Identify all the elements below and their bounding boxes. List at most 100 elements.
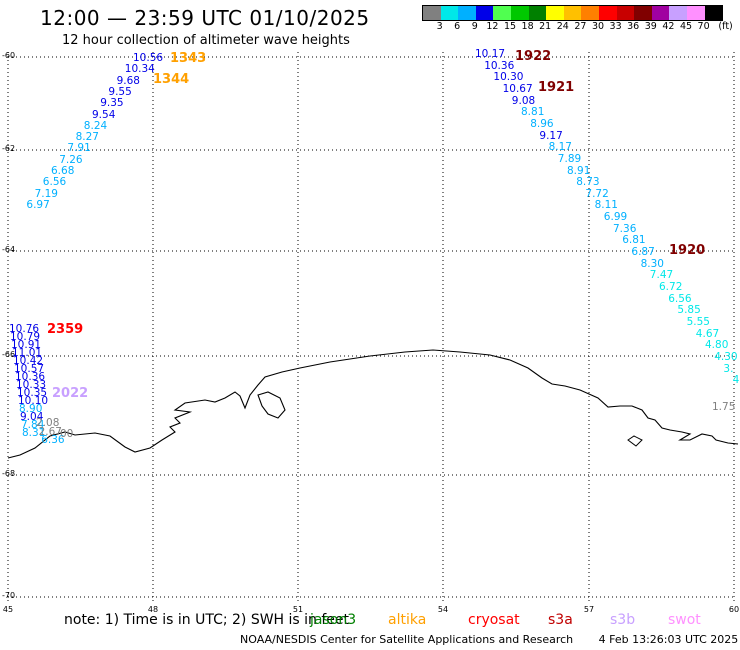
footer-timestamp: 4 Feb 13:26:03 UTC 2025 — [598, 633, 739, 646]
colorbar-swatch — [440, 6, 459, 20]
map-subtitle: 12 hour collection of altimeter wave hei… — [62, 33, 350, 48]
colorbar-label: 21 — [539, 21, 552, 32]
wave-height-value: 6.56 — [668, 292, 692, 305]
colorbar-label: 39 — [644, 21, 657, 32]
colorbar-swatch — [686, 6, 705, 20]
pass-time-label: 2022 — [52, 386, 89, 401]
colorbar-swatch — [458, 6, 476, 20]
colorbar-swatch — [563, 6, 582, 20]
colorbar-swatch — [634, 6, 652, 20]
longitude-label: 54 — [437, 605, 449, 614]
footer-credit: NOAA/NESDIS Center for Satellite Applica… — [240, 633, 574, 646]
colorbar-swatch — [704, 6, 723, 20]
pass-time-label: 1920 — [669, 243, 706, 258]
wave-height-value: 9.54 — [92, 108, 116, 121]
wave-height-value: 10.36 — [15, 371, 46, 383]
wave-height-value: 8.90 — [19, 403, 43, 415]
wave-height-value: 8.11 — [594, 199, 618, 212]
wave-height-value: 10.33 — [16, 379, 47, 391]
colorbar-label: 15 — [503, 21, 517, 32]
wave-height-value: 8.27 — [75, 131, 99, 144]
colorbar-label: 3 — [436, 21, 443, 32]
wave-height-value: 9.17 — [539, 129, 563, 142]
wave-height-value: 10.36 — [484, 59, 515, 72]
pass-time-label: 1921 — [538, 80, 575, 95]
map-title: 12:00 — 23:59 UTC 01/10/2025 — [40, 6, 370, 30]
colorbar-swatch — [651, 6, 670, 20]
wave-height-value: 6.72 — [659, 281, 683, 293]
wave-height-value: 10.76 — [9, 323, 40, 335]
latitude-label: -68 — [2, 469, 16, 478]
colorbar-label: 18 — [521, 21, 534, 32]
wave-height-value: 10.10 — [18, 395, 49, 407]
colorbar-label: 27 — [574, 21, 587, 32]
wave-height-value: 10.34 — [124, 63, 155, 76]
wave-height-value: 8.91 — [567, 164, 591, 177]
wave-height-value: 9.68 — [116, 74, 140, 87]
colorbar-label: 6 — [454, 21, 461, 32]
wave-height-value: 10.42 — [13, 355, 44, 367]
wave-height-value: 11.01 — [12, 347, 43, 359]
colorbar-label: (ft) — [718, 21, 733, 32]
mission-legend-item: s3a — [548, 612, 573, 628]
mission-legend-item: cryosat — [468, 612, 520, 628]
wave-height-value: 9.55 — [108, 85, 132, 98]
mission-legend-item: jason3 — [310, 612, 357, 628]
wave-height-value: 10.56 — [133, 52, 164, 64]
latitude-label: -62 — [2, 144, 16, 153]
wave-height-value: 9.08 — [511, 94, 536, 107]
wave-height-value: 8.96 — [530, 117, 554, 130]
colorbar-swatch — [598, 6, 617, 20]
colorbar-swatch — [423, 6, 441, 20]
wave-height-value: 7.91 — [67, 142, 91, 155]
wave-height-value: 7.36 — [613, 222, 637, 235]
colorbar-swatch — [546, 6, 564, 20]
coastline-ice-edge — [627, 435, 643, 447]
wave-height-value: 10.67 — [502, 82, 533, 95]
wave-height-value: 8.81 — [521, 106, 545, 119]
wave-height-value: 10.79 — [10, 331, 41, 343]
latitude-label: -64 — [2, 245, 16, 254]
note-text: note: 1) Time is in UTC; 2) SWH is in fe… — [64, 612, 350, 628]
mission-legend-item: altika — [388, 612, 427, 628]
colorbar — [422, 5, 724, 21]
longitude-label: 51 — [292, 605, 304, 614]
colorbar-label: 33 — [609, 21, 622, 32]
colorbar-swatch — [510, 6, 529, 20]
wave-height-value: 10.57 — [14, 363, 45, 375]
longitude-label: 48 — [147, 605, 159, 614]
pass-time-label: 00 — [60, 428, 74, 440]
wave-height-value: 7.72 — [585, 187, 609, 200]
wave-height-value: 4.80 — [705, 339, 729, 352]
longitude-label: 57 — [583, 605, 595, 614]
wave-height-value: 5.85 — [677, 304, 701, 317]
coastline — [7, 349, 739, 459]
colorbar-label: 12 — [486, 21, 499, 32]
wave-height-value: 4.67 — [695, 327, 720, 340]
pass-time-label: 1922 — [515, 49, 552, 64]
colorbar-swatch — [528, 6, 547, 20]
longitude-label: 45 — [2, 605, 14, 614]
wave-height-value: 6.36 — [41, 434, 65, 446]
wave-height-value: 7.26 — [59, 153, 83, 166]
wave-height-value: 6.56 — [42, 176, 67, 189]
wave-height-value: 1.75 — [712, 401, 736, 413]
wave-height-value: 3. — [723, 362, 734, 375]
pass-time-label: 1344 — [153, 72, 190, 87]
wave-height-value: 7.19 — [34, 187, 58, 200]
pass-time-label: 1343 — [170, 51, 207, 66]
latitude-label: -66 — [2, 350, 16, 359]
wave-height-value: 8.31 — [22, 427, 46, 439]
wave-height-value: 7.47 — [649, 269, 674, 282]
wave-height-value: 8.73 — [576, 176, 600, 189]
colorbar-swatch — [616, 6, 635, 20]
colorbar-label: 42 — [662, 21, 675, 32]
colorbar-swatch — [581, 6, 599, 20]
wave-height-value: 5.55 — [686, 315, 710, 328]
wave-height-value: 10.91 — [11, 339, 42, 351]
wave-height-value: 7.89 — [557, 152, 582, 165]
wave-height-value: 10.35 — [17, 387, 48, 399]
wave-height-value: 2.67 — [38, 425, 62, 438]
colorbar-swatch — [475, 6, 494, 20]
